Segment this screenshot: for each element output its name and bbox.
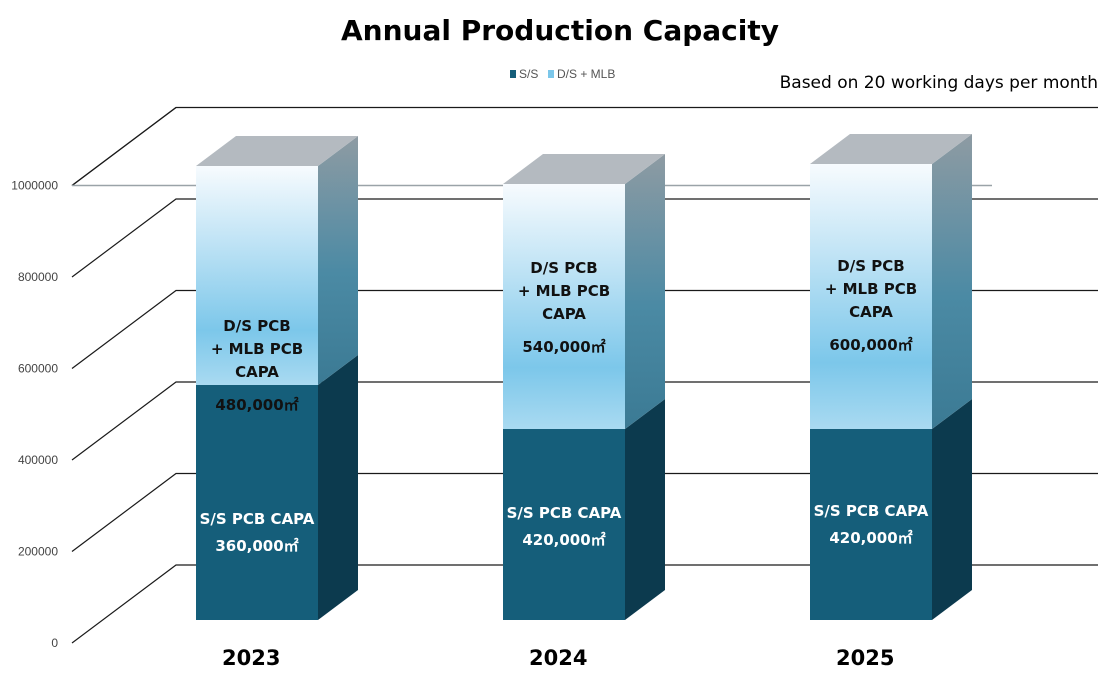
- segment-label-ds-mlb: + MLB PCB: [518, 282, 610, 300]
- bar-segment-ss-side: [932, 399, 972, 620]
- segment-label-ss: 360,000㎡: [215, 537, 298, 555]
- legend-label-ss: S/S: [519, 67, 538, 81]
- y-tick-label: 800000: [18, 270, 58, 284]
- segment-label-ss: S/S PCB CAPA: [507, 504, 622, 522]
- legend-swatch-ds-mlb: [548, 70, 554, 78]
- bar-segment-ds-mlb-side: [932, 134, 972, 429]
- y-tick-label: 400000: [18, 453, 58, 467]
- bar-segment-ds-mlb-side: [318, 136, 358, 385]
- segment-label-ds-mlb: 540,000㎡: [522, 338, 605, 356]
- segment-label-ds-mlb: D/S PCB: [530, 259, 597, 277]
- y-tick-label: 600000: [18, 362, 58, 376]
- bar-segment-ds-mlb: [503, 184, 625, 429]
- x-axis-categories: 2023 2024 2025: [194, 640, 918, 677]
- bar-cap: [503, 154, 665, 184]
- bar-segment-ds-mlb: [196, 166, 318, 385]
- bar-labels: D/S PCB + MLB PCB CAPA 480,000㎡ S/S PCB CAPA…: [200, 257, 929, 555]
- bar-2024: [503, 154, 665, 620]
- y-axis-ticks: 0 200000 400000 600000 800000 1000000: [11, 179, 58, 651]
- category-label-2025: 2025: [836, 646, 894, 670]
- bar-segment-ss-side: [625, 399, 665, 620]
- segment-label-ds-mlb: CAPA: [235, 363, 279, 381]
- gridline: [71, 107, 177, 186]
- segment-label-ss: 420,000㎡: [829, 529, 912, 547]
- gridlines: [71, 106, 1098, 644]
- bar-segment-ss: [810, 429, 932, 620]
- segment-label-ds-mlb: D/S PCB: [837, 257, 904, 275]
- segment-label-ds-mlb: CAPA: [849, 303, 893, 321]
- y-tick-label: 1000000: [11, 179, 58, 193]
- gridline: [71, 564, 1098, 644]
- category-plate: [808, 640, 918, 677]
- bar-cap: [196, 136, 358, 166]
- segment-label-ds-mlb: 600,000㎡: [829, 336, 912, 354]
- segment-label-ss: 420,000㎡: [522, 531, 605, 549]
- bar-cap: [810, 134, 972, 164]
- segment-label-ds-mlb: D/S PCB: [223, 317, 290, 335]
- segment-label-ds-mlb: + MLB PCB: [825, 280, 917, 298]
- bar-segment-ds-mlb: [810, 164, 932, 429]
- category-plate: [501, 640, 611, 677]
- legend-swatch-ss: [510, 70, 516, 78]
- y-tick-label: 0: [51, 636, 58, 650]
- bar-2023: [196, 136, 358, 620]
- bar-2025: [810, 134, 972, 620]
- category-label-2024: 2024: [529, 646, 587, 670]
- segment-label-ss: S/S PCB CAPA: [200, 510, 315, 528]
- y-tick-label: 200000: [18, 545, 58, 559]
- bars: [196, 134, 972, 620]
- capacity-note: Based on 20 working days per month: [780, 73, 1098, 93]
- chart-title: Annual Production Capacity: [341, 14, 779, 47]
- segment-label-ds-mlb: + MLB PCB: [211, 340, 303, 358]
- category-plate: [194, 640, 304, 677]
- legend: S/S D/S + MLB: [510, 67, 615, 81]
- category-label-2023: 2023: [222, 646, 280, 670]
- gridline: [71, 381, 1098, 461]
- bar-segment-ds-mlb-side: [625, 154, 665, 429]
- legend-label-ds-mlb: D/S + MLB: [557, 67, 615, 81]
- bar-segment-ss: [196, 385, 318, 620]
- bar-segment-ss: [503, 429, 625, 620]
- bar-segment-ss-side: [318, 355, 358, 620]
- segment-label-ds-mlb: CAPA: [542, 305, 586, 323]
- gridline: [71, 198, 1098, 278]
- gridline: [71, 289, 1098, 369]
- segment-label-ss: S/S PCB CAPA: [814, 502, 929, 520]
- gridline: [71, 472, 1098, 552]
- segment-label-ds-mlb: 480,000㎡: [215, 396, 298, 414]
